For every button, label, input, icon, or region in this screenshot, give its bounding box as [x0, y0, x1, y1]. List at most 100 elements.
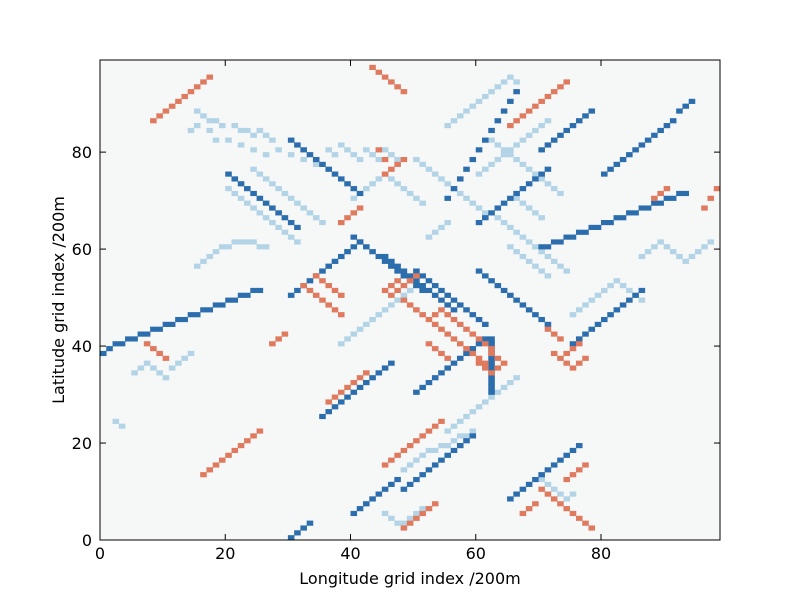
- heatmap-cell-light: [256, 127, 264, 134]
- heatmap-cell-light: [550, 486, 558, 492]
- heatmap-cell-hot: [150, 118, 157, 124]
- heatmap-cell-hot: [206, 74, 214, 80]
- y-axis-label: Latitude grid index /200m: [49, 196, 68, 404]
- heatmap-cell-light: [431, 447, 439, 454]
- heatmap-cell-hot: [488, 350, 495, 357]
- heatmap-cell-dark: [569, 123, 577, 129]
- heatmap-cell-light: [431, 229, 439, 235]
- heatmap-cell-hot: [369, 64, 376, 70]
- heatmap-cell-dark: [500, 200, 508, 206]
- heatmap-cell-light: [256, 210, 264, 216]
- heatmap-cell-hot: [563, 506, 570, 512]
- heatmap-cell-hot: [325, 399, 333, 405]
- heatmap-cell-hot: [394, 452, 401, 458]
- heatmap-cell-hot: [657, 190, 664, 197]
- heatmap-cell-light: [488, 161, 495, 167]
- heatmap-cell-dark: [294, 224, 301, 230]
- heatmap-cell-dark: [294, 142, 301, 148]
- heatmap-cell-hot: [381, 156, 389, 163]
- heatmap-cell-hot: [218, 457, 226, 463]
- heatmap-cell-light: [544, 253, 552, 260]
- heatmap-cell-hot: [532, 501, 539, 507]
- heatmap-cell-hot: [156, 113, 163, 119]
- heatmap-cell-light: [381, 147, 389, 153]
- heatmap-cell-hot: [569, 365, 577, 371]
- heatmap-cell-dark: [500, 287, 508, 294]
- heatmap-cell-light: [619, 283, 627, 289]
- heatmap-cell-light: [137, 365, 145, 371]
- heatmap-cell-hot: [250, 433, 257, 439]
- heatmap-cell-light: [400, 467, 408, 473]
- x-tick-label: 80: [591, 544, 611, 563]
- heatmap-cell-light: [669, 249, 677, 255]
- heatmap-cell-hot: [431, 312, 439, 318]
- heatmap-cell-dark: [582, 331, 589, 337]
- heatmap-cell-dark: [626, 210, 633, 216]
- heatmap-cell-light: [294, 200, 301, 206]
- heatmap-cell-hot: [538, 486, 545, 492]
- heatmap-cell-hot: [406, 302, 414, 308]
- heatmap-cell-dark: [337, 399, 345, 405]
- heatmap-cell-light: [118, 423, 126, 429]
- heatmap-cell-light: [394, 520, 401, 526]
- heatmap-cell-dark: [669, 118, 677, 124]
- heatmap-cell-dark: [419, 273, 426, 279]
- heatmap-cell-dark: [287, 220, 295, 226]
- heatmap-cell-light: [356, 326, 364, 332]
- heatmap-cell-dark: [538, 171, 545, 177]
- heatmap-cell-dark: [569, 341, 577, 347]
- heatmap-cell-light: [187, 127, 195, 134]
- heatmap-cell-dark: [413, 283, 420, 289]
- heatmap-cell-dark: [331, 404, 339, 410]
- heatmap-cell-hot: [325, 302, 333, 308]
- heatmap-cell-light: [112, 418, 120, 424]
- heatmap-cell-light: [425, 234, 433, 240]
- heatmap-cell-dark: [175, 316, 182, 323]
- heatmap-cell-light: [500, 147, 508, 153]
- heatmap-cell-hot: [544, 491, 552, 497]
- heatmap-cell-dark: [394, 263, 401, 269]
- heatmap-cell-light: [337, 142, 345, 148]
- heatmap-cell-hot: [231, 447, 239, 454]
- heatmap-cell-dark: [494, 118, 502, 124]
- heatmap-cell-dark: [651, 200, 658, 206]
- heatmap-cell-light: [262, 244, 270, 250]
- heatmap-cell-hot: [444, 355, 451, 361]
- y-tick-label: 80: [72, 143, 92, 162]
- heatmap-cell-light: [557, 491, 564, 497]
- heatmap-cell-light: [162, 375, 170, 381]
- heatmap-cell-hot: [419, 433, 426, 439]
- heatmap-cell-dark: [663, 195, 671, 201]
- heatmap-cell-hot: [550, 496, 558, 502]
- heatmap-cell-dark: [488, 210, 495, 216]
- heatmap-cell-light: [682, 258, 689, 264]
- heatmap-cell-hot: [575, 360, 583, 366]
- heatmap-cell-dark: [400, 486, 408, 492]
- heatmap-cell-light: [588, 297, 596, 303]
- heatmap-cell-dark: [632, 210, 639, 216]
- heatmap-cell-hot: [444, 312, 451, 318]
- heatmap-cell-light: [206, 253, 214, 260]
- heatmap-cell-light: [388, 176, 395, 182]
- heatmap-cell-dark: [350, 389, 358, 395]
- heatmap-cell-hot: [431, 501, 439, 507]
- heatmap-cell-hot: [450, 336, 458, 342]
- heatmap-cell-dark: [500, 108, 508, 114]
- heatmap-cell-dark: [231, 176, 239, 182]
- heatmap-cell-dark: [131, 336, 138, 342]
- heatmap-cell-light: [519, 234, 527, 240]
- heatmap-cell-light: [319, 220, 326, 226]
- heatmap-cell-dark: [431, 283, 439, 289]
- heatmap-cell-dark: [193, 312, 201, 318]
- heatmap-cell-hot: [331, 394, 339, 400]
- heatmap-cell-dark: [237, 292, 245, 298]
- heatmap-cell-hot: [381, 171, 389, 177]
- heatmap-cell-light: [444, 443, 451, 449]
- heatmap-cell-dark: [644, 137, 652, 143]
- heatmap-cell-dark: [575, 336, 583, 342]
- heatmap-cell-dark: [626, 297, 633, 303]
- heatmap-cell-light: [250, 239, 257, 245]
- heatmap-cell-light: [644, 249, 652, 255]
- heatmap-cell-light: [507, 74, 514, 80]
- heatmap-cell-light: [663, 244, 671, 250]
